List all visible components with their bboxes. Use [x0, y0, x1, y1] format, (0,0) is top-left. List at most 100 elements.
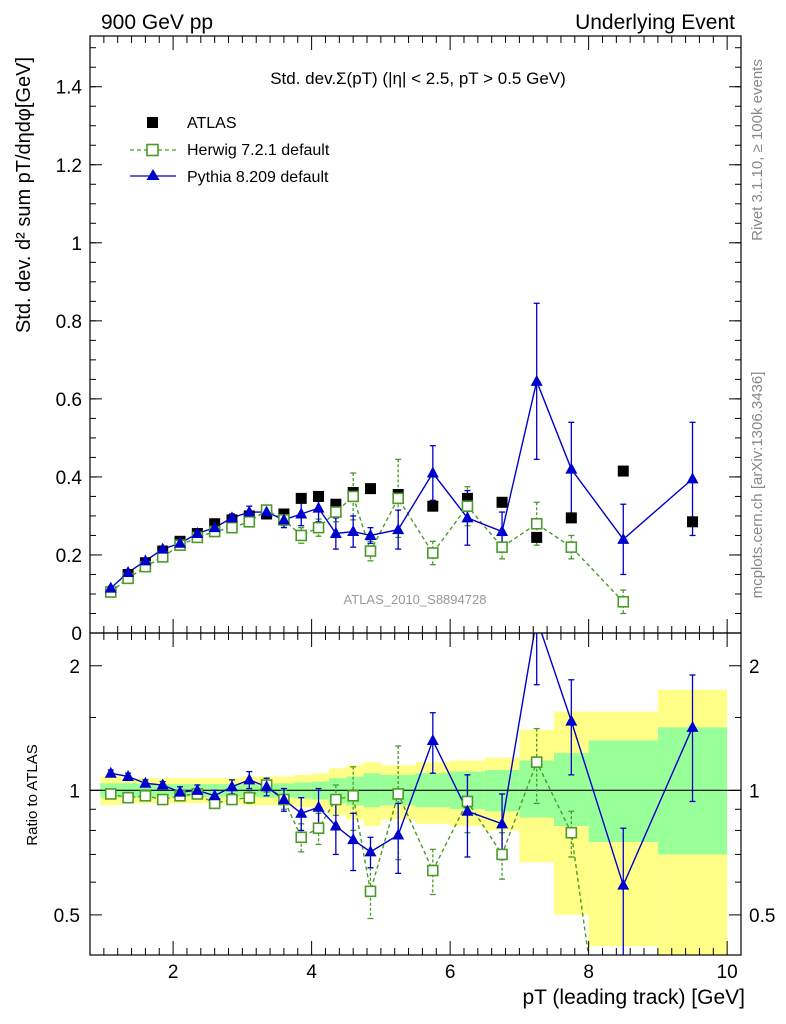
ratio-point-pythia-21	[565, 714, 578, 726]
ratio-point-pythia-17	[426, 733, 439, 745]
legend-herwig-label: Herwig 7.2.1 default	[187, 142, 330, 159]
upper-ytick-label-4: 0.8	[56, 312, 82, 333]
upper-point-herwig-20	[530, 517, 543, 530]
ratio-uncertainty-bands	[90, 689, 741, 955]
xtick-label-2: 6	[445, 962, 456, 983]
upper-point-atlas-23	[687, 516, 699, 528]
upper-point-atlas-17	[427, 500, 439, 512]
upper-point-herwig-21	[565, 541, 578, 553]
ratio-point-pythia-13	[329, 819, 342, 831]
upper-point-pythia-22	[617, 532, 630, 544]
ratio-point-pythia-8	[243, 773, 256, 785]
upper-ytick-label-7: 1.4	[56, 78, 83, 99]
upper-point-atlas-13	[330, 498, 342, 510]
ratio-plot-frame	[89, 632, 742, 956]
legend-atlas-marker	[147, 117, 158, 128]
axes: 0 0.2 0.4 0.6 0.8 1 1.2 1.4 0.5 0.5 1 1 2 2 2 4 6 8 10	[54, 36, 775, 983]
upper-point-atlas-22	[617, 465, 629, 477]
upper-point-pythia-6	[208, 521, 221, 533]
upper-point-pythia-7	[225, 511, 238, 523]
xtick-label-0: 2	[168, 962, 179, 983]
upper-point-pythia-14	[347, 525, 360, 537]
ratio-point-herwig-15	[364, 885, 377, 898]
upper-point-atlas-12	[313, 490, 325, 502]
plot-title: Std. dev.Σ(pT) (|η| < 2.5, pT > 0.5 GeV)	[270, 69, 566, 88]
rivet-version-text: Rivet 3.1.10, ≥ 100k events	[749, 59, 766, 241]
ratio-point-herwig-8	[243, 791, 256, 804]
ratio-point-herwig-16	[392, 788, 404, 800]
upper-point-herwig-8	[243, 515, 256, 528]
ratio-point-herwig-19	[496, 848, 508, 861]
ratio-point-pythia-2	[139, 776, 152, 788]
ratio-point-herwig-20	[530, 756, 543, 768]
xtick-label-1: 4	[306, 962, 317, 983]
xtick-label-3: 8	[583, 962, 594, 983]
ratio-point-herwig-1	[122, 791, 134, 804]
legend-pythia-marker	[146, 169, 160, 180]
ratio-point-herwig-7	[226, 793, 238, 806]
upper-point-pythia-21	[565, 462, 578, 474]
ratio-point-herwig-17	[427, 864, 439, 877]
header-right: Underlying Event	[575, 11, 735, 34]
ratio-ytick-label-right-0: 0.5	[749, 906, 775, 927]
ratio-point-herwig-11	[295, 831, 308, 844]
ratio-point-herwig-21	[565, 826, 578, 839]
ratio-point-pythia-11	[295, 806, 308, 818]
upper-point-herwig-18	[461, 500, 474, 512]
upper-point-herwig-11	[295, 529, 308, 542]
upper-ytick-label-0: 0	[71, 624, 82, 645]
ratio-point-pythia-7	[225, 780, 238, 792]
ratio-ytick-label-0: 0.5	[54, 906, 80, 927]
ratio-ytick-label-2: 2	[69, 657, 80, 678]
upper-point-pythia-13	[329, 527, 342, 538]
upper-point-atlas-18	[461, 492, 473, 504]
ratio-point-herwig-14	[347, 790, 359, 802]
upper-point-herwig-13	[330, 506, 342, 518]
ratio-point-pythia-4	[174, 785, 187, 797]
upper-ytick-label-5: 1	[71, 234, 82, 255]
ratio-point-pythia-23	[686, 720, 699, 732]
ratio-point-pythia-14	[347, 833, 360, 845]
ratio-point-pythia-19	[496, 817, 509, 829]
upper-line-2	[110, 378, 693, 589]
ratio-point-pythia-9	[260, 780, 273, 792]
ratio-ytick-label-right-1: 1	[749, 781, 760, 802]
band-inner-22	[588, 740, 658, 843]
upper-point-pythia-16	[392, 523, 405, 535]
header-left: 900 GeV pp	[101, 11, 213, 34]
ratio-point-pythia-6	[208, 789, 221, 801]
upper-point-atlas-15	[364, 483, 376, 495]
upper-ytick-label-6: 1.2	[56, 156, 82, 177]
ratio-point-pythia-18	[461, 804, 474, 816]
ratio-point-herwig-2	[139, 790, 152, 802]
xtick-label-4: 10	[717, 962, 738, 983]
upper-point-pythia-4	[174, 536, 187, 548]
legend-herwig-marker	[146, 143, 159, 157]
upper-point-pythia-19	[496, 525, 509, 537]
upper-point-herwig-7	[226, 521, 238, 534]
upper-point-pythia-0	[104, 581, 117, 593]
ratio-ytick-label-right-2: 2	[749, 657, 760, 678]
ratio-ytick-label-1: 1	[69, 781, 80, 802]
upper-point-herwig-17	[427, 547, 439, 559]
upper-point-pythia-15	[364, 528, 377, 540]
upper-point-pythia-8	[243, 505, 256, 517]
upper-point-pythia-12	[312, 501, 325, 513]
upper-point-pythia-23	[686, 472, 699, 484]
upper-ytick-label-3: 0.6	[56, 390, 82, 411]
upper-point-atlas-20	[531, 531, 543, 543]
upper-point-herwig-22	[617, 595, 630, 608]
legend: ATLAS Herwig 7.2.1 default Pythia 8.209 …	[130, 115, 330, 186]
upper-point-pythia-9	[260, 505, 273, 517]
ratio-y-axis-label: Ratio to ATLAS	[24, 744, 41, 845]
upper-point-pythia-1	[122, 566, 135, 578]
upper-point-atlas-11	[295, 492, 307, 504]
ratio-point-pythia-12	[312, 800, 325, 812]
upper-point-herwig-16	[392, 492, 404, 505]
ratio-point-pythia-5	[191, 783, 204, 795]
upper-point-herwig-14	[347, 490, 359, 503]
upper-point-pythia-2	[139, 554, 152, 566]
ratio-point-pythia-15	[364, 845, 377, 857]
ratio-point-pythia-22	[617, 878, 630, 890]
